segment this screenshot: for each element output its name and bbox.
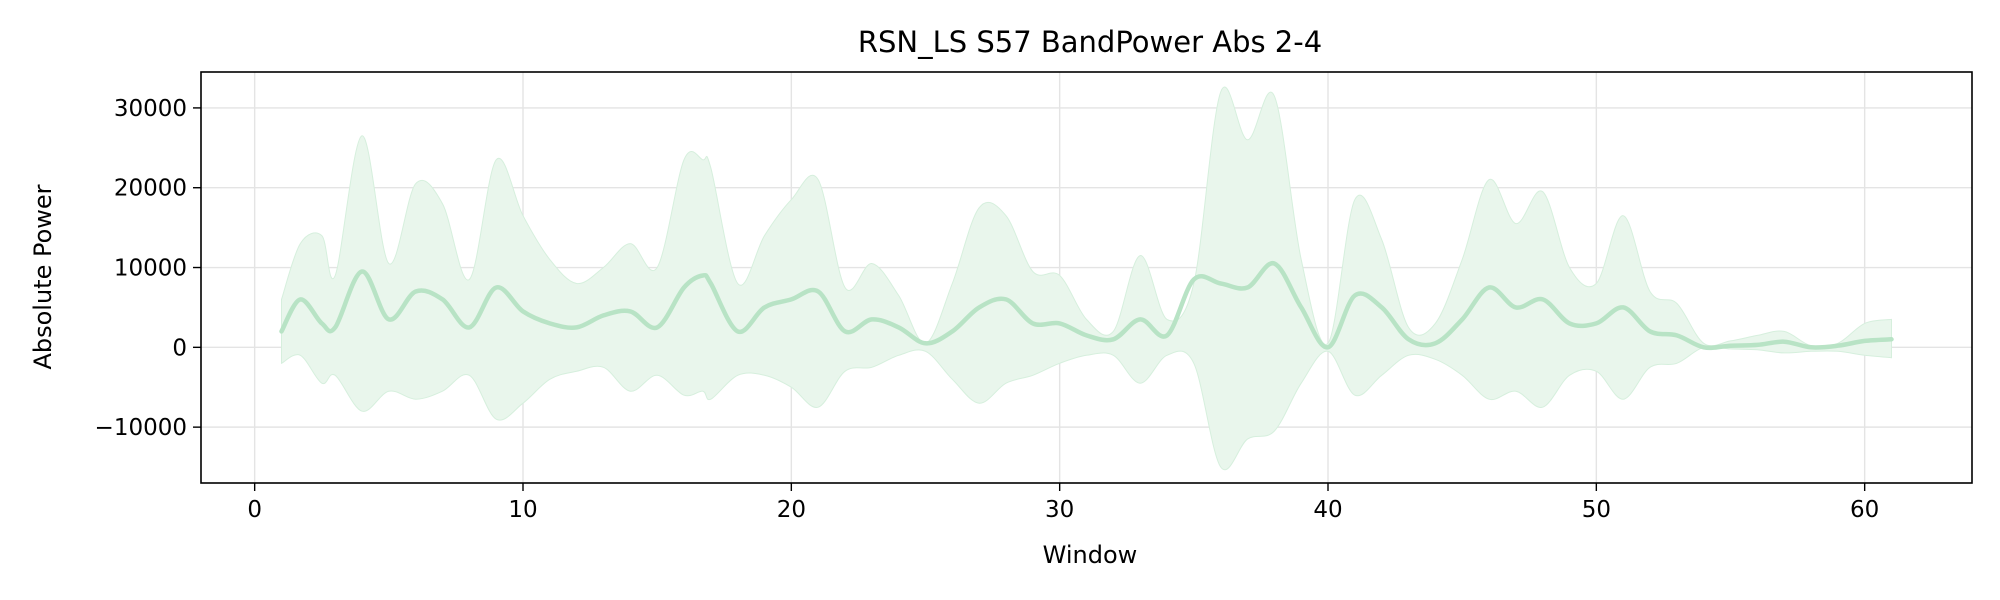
x-tick-label: 60 <box>1850 497 1879 523</box>
y-tick-label: 20000 <box>114 176 187 202</box>
plot-frame <box>200 71 1973 484</box>
x-axis-label: Window <box>1043 541 1138 569</box>
x-tick-label: 30 <box>1045 497 1074 523</box>
x-tick-label: 40 <box>1313 497 1342 523</box>
confidence-band <box>281 86 1892 471</box>
grid-lines <box>201 72 1972 483</box>
x-tick-label: 20 <box>777 497 806 523</box>
x-tick-label: 10 <box>508 497 537 523</box>
mean-line <box>279 261 1894 351</box>
y-tick-label: −10000 <box>95 415 187 441</box>
y-tick-label: 0 <box>172 335 187 361</box>
x-axis: 0 10 20 30 40 50 60 <box>247 483 1879 523</box>
x-tick-label: 0 <box>247 497 262 523</box>
chart-title: RSN_LS S57 BandPower Abs 2-4 <box>858 25 1322 59</box>
y-tick-label: 10000 <box>114 256 187 282</box>
y-axis: −10000 0 10000 20000 30000 <box>95 96 201 441</box>
x-tick-label: 50 <box>1582 497 1611 523</box>
y-tick-label: 30000 <box>114 96 187 122</box>
y-axis-label: Absolute Power <box>29 184 57 369</box>
